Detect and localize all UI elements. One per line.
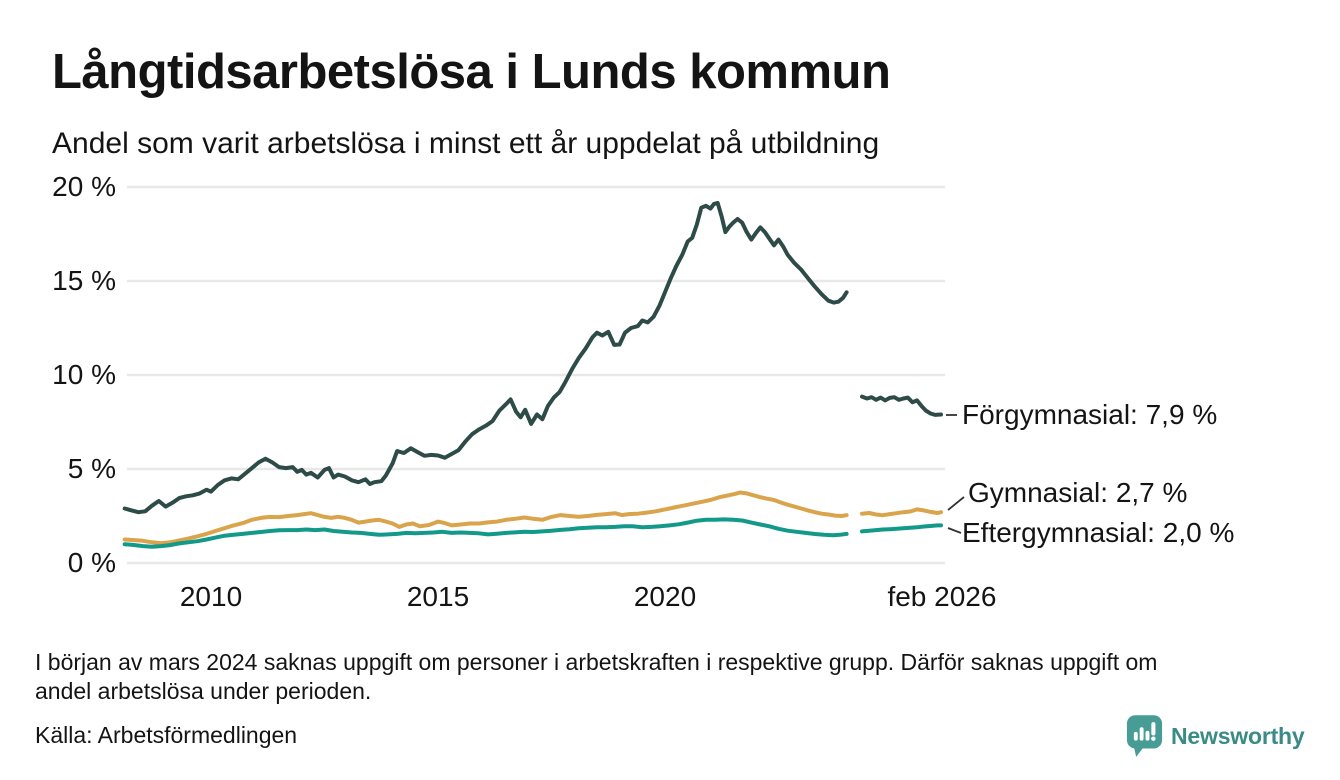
- y-tick-label: 10 %: [52, 359, 116, 390]
- series-line-gymnasial-seg2: [860, 507, 943, 518]
- series-label-gymnasial: Gymnasial: 2,7 %: [968, 477, 1188, 508]
- series-line-förgymnasial-seg1: [122, 201, 849, 515]
- series-line-eftergymnasial-seg1: [122, 517, 849, 549]
- source-label: Källa: Arbetsförmedlingen: [35, 722, 298, 748]
- annotation-connector-1: [947, 496, 965, 511]
- x-tick-label: 2020: [633, 581, 697, 612]
- series-line-eftergymnasial-seg2: [860, 523, 943, 534]
- series-line-gymnasial-seg1: [122, 490, 849, 546]
- y-tick-label: 5 %: [67, 453, 116, 484]
- footnote: I början av mars 2024 saknas uppgift om …: [35, 648, 1157, 706]
- x-tick-label: 2015: [406, 581, 470, 612]
- y-tick-label: 15 %: [52, 265, 116, 296]
- chart-title: Långtidsarbetslösa i Lunds kommun: [52, 45, 891, 99]
- chart-subtitle: Andel som varit arbetslösa i minst ett å…: [52, 127, 880, 160]
- footnote-line-2: andel arbetslösa under perioden.: [35, 678, 372, 704]
- series-label-förgymnasial: Förgymnasial: 7,9 %: [962, 399, 1218, 430]
- y-tick-label: 0 %: [67, 547, 116, 578]
- series-label-eftergymnasial: Eftergymnasial: 2,0 %: [962, 517, 1235, 548]
- x-tick-label: 2010: [179, 581, 243, 612]
- footnote-line-1: I början av mars 2024 saknas uppgift om …: [35, 649, 1158, 675]
- newsworthy-logo-text: Newsworthy: [1171, 722, 1305, 749]
- y-tick-label: 20 %: [52, 171, 116, 202]
- annotation-connector-2: [947, 527, 962, 534]
- series-line-förgymnasial-seg2: [860, 394, 943, 417]
- newsworthy-logo-icon: [1126, 715, 1163, 757]
- x-tick-label: feb 2026: [887, 581, 997, 612]
- newsworthy-logo: Newsworthy: [1126, 714, 1305, 758]
